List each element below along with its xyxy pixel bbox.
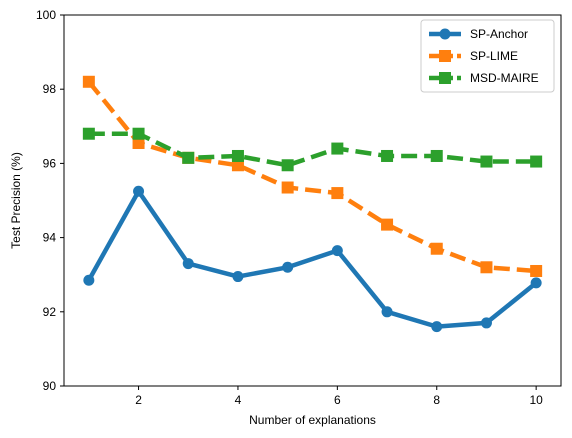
data-point — [381, 149, 394, 162]
plot-frame — [63, 14, 562, 387]
legend-box — [420, 19, 555, 93]
legend-label-sp-lime: SP-LIME — [470, 49, 518, 63]
data-point — [431, 321, 443, 333]
data-point — [331, 245, 343, 257]
x-tick-label: 10 — [529, 393, 543, 407]
x-tick-label: 4 — [235, 393, 242, 407]
y-tick-label: 90 — [43, 379, 57, 393]
y-tick-label: 94 — [43, 231, 57, 245]
legend-marker — [439, 72, 451, 84]
y-axis-label: Test Precision (%) — [9, 152, 23, 249]
data-point — [82, 127, 95, 140]
data-point — [530, 277, 542, 289]
y-tick-label: 100 — [36, 8, 56, 22]
data-point — [331, 142, 344, 155]
data-point — [530, 264, 543, 277]
data-point — [132, 127, 145, 140]
data-point — [381, 218, 394, 231]
data-point — [480, 155, 493, 168]
legend-marker — [439, 50, 451, 62]
data-point — [132, 136, 145, 149]
data-point — [282, 261, 294, 273]
legend: SP-Anchor SP-LIME MSD-MAIRE — [420, 19, 555, 93]
data-point — [182, 151, 195, 164]
series-sp-lime — [82, 75, 543, 277]
x-axis-label: Number of explanations — [249, 413, 376, 427]
data-point — [83, 274, 95, 286]
data-point — [281, 159, 294, 172]
data-point — [281, 181, 294, 194]
data-point — [231, 149, 244, 162]
legend-label-sp-anchor: SP-Anchor — [470, 27, 528, 41]
legend-label-msd-maire: MSD-MAIRE — [470, 71, 539, 85]
series-line-sp-lime — [87, 80, 537, 274]
series-line-sp-anchor — [86, 188, 538, 329]
x-tick-label: 8 — [433, 393, 440, 407]
axis-ticks: 2 4 6 8 10 90 92 94 96 98 100 — [36, 8, 543, 407]
data-point — [232, 271, 244, 283]
x-tick-label: 2 — [135, 393, 142, 407]
series-line-msd-maire — [88, 131, 537, 168]
data-point — [381, 306, 393, 318]
series-msd-maire — [82, 127, 543, 172]
legend-marker — [439, 28, 451, 40]
series-layer — [82, 75, 543, 333]
data-point — [133, 185, 145, 197]
series-sp-anchor — [83, 185, 542, 333]
data-point — [182, 258, 194, 270]
data-point — [331, 187, 344, 200]
y-tick-label: 96 — [43, 156, 57, 170]
x-tick-label: 6 — [334, 393, 341, 407]
data-point — [430, 149, 443, 162]
y-tick-label: 92 — [43, 305, 57, 319]
data-point — [430, 242, 443, 255]
data-point — [480, 261, 493, 274]
y-tick-label: 98 — [43, 82, 57, 96]
data-point — [82, 75, 95, 88]
data-point — [480, 317, 492, 329]
data-point — [530, 155, 543, 168]
data-point — [231, 159, 244, 172]
